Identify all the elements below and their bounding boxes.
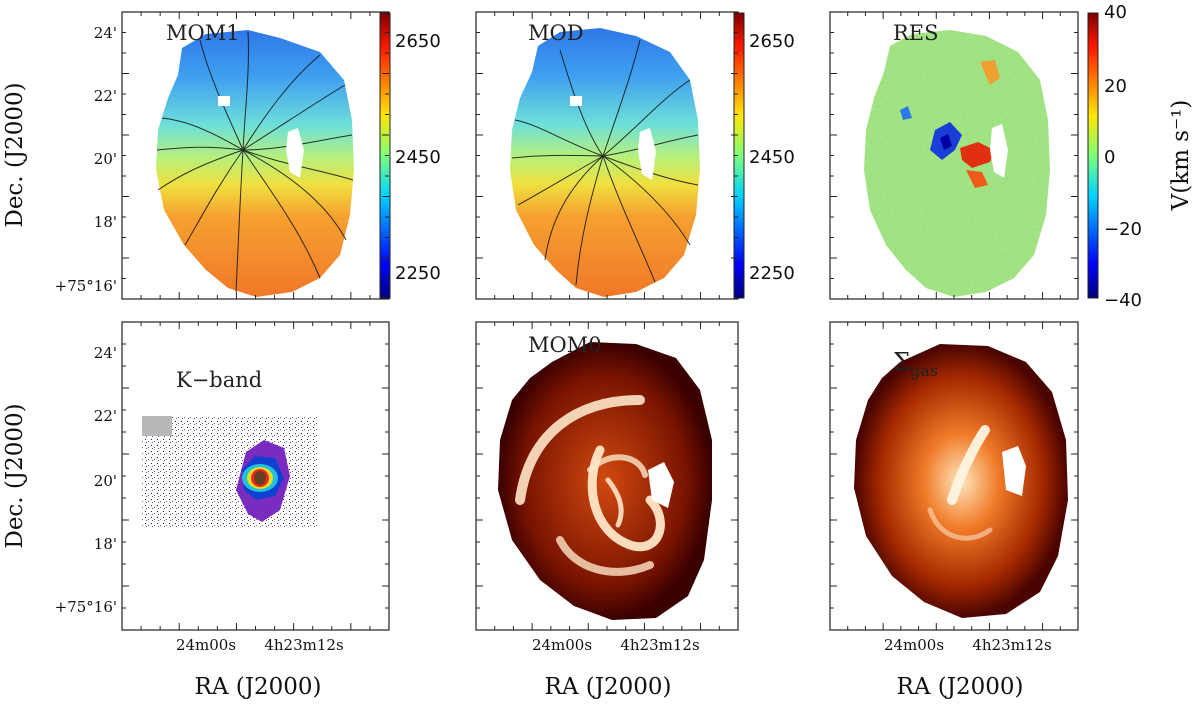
- panel-title-mom0: MOM0: [528, 333, 602, 357]
- xtick-p3-1: 4h23m12s: [972, 636, 1051, 654]
- xtick-p1-0: 24m00s: [176, 636, 236, 654]
- xtick-p3-0: 24m00s: [884, 636, 944, 654]
- mom1-velocity-field: [156, 30, 354, 297]
- ytick-r1-2: 20': [94, 150, 117, 168]
- cb-res-tick-2: 0: [1104, 147, 1115, 168]
- sigma-gas-bar: [927, 425, 993, 541]
- cb-mom1-tick-2: 2250: [395, 263, 441, 284]
- xtick-p2-0: 24m00s: [532, 636, 592, 654]
- panel-title-mom1: MOM1: [166, 21, 240, 45]
- ytick-r1-1: 22': [94, 87, 117, 105]
- res-residual-blobs: [900, 60, 1000, 188]
- colorbar-label: V(km s⁻¹): [1168, 100, 1194, 212]
- ylabel-row2: Dec. (J2000): [2, 403, 28, 548]
- mod-contours: [511, 39, 699, 286]
- ytick-r2-2: 20': [94, 472, 117, 490]
- x-ticks: 24m00s 4h23m12s 24m00s 4h23m12s 24m00s 4…: [176, 636, 1052, 654]
- panel-title-kband: K−band: [176, 368, 262, 392]
- panel-kband: K−band: [121, 321, 390, 631]
- panel-title-sigma-gas: Σgas: [893, 348, 938, 380]
- y-ticks-row2: 24' 22' 20' 18' +75°16': [55, 344, 117, 616]
- xlabel-col1: RA (J2000): [195, 674, 322, 700]
- ytick-r1-0: 24': [94, 24, 117, 42]
- ytick-r2-0: 24': [94, 344, 117, 362]
- cb-mom1-tick-0: 2650: [395, 31, 441, 52]
- colorbar-res: 40 20 0 −20 −40 V(km s⁻¹): [1087, 2, 1194, 311]
- mom0-spiral-arms: [515, 395, 665, 576]
- panel-title-res: RES: [893, 21, 939, 45]
- ytick-r2-3: 18': [94, 535, 117, 553]
- xlabel-col2: RA (J2000): [545, 674, 672, 700]
- xtick-p1-1: 4h23m12s: [264, 636, 343, 654]
- colorbar-mom1: 2650 2450 2250: [379, 12, 441, 299]
- mom0-intensity: [498, 342, 712, 620]
- ytick-r1-4: +75°16': [55, 277, 117, 295]
- cb-res-tick-4: −40: [1104, 290, 1142, 311]
- panel-title-mod: MOD: [528, 21, 584, 45]
- cb-res-tick-3: −20: [1104, 219, 1142, 240]
- xlabel-col3: RA (J2000): [897, 674, 1024, 700]
- ytick-r2-4: +75°16': [55, 598, 117, 616]
- kband-galaxy: [236, 440, 290, 522]
- cb-mod-tick-0: 2650: [749, 31, 795, 52]
- panel-sigma-gas: Σgas: [829, 321, 1079, 631]
- ylabel-row1: Dec. (J2000): [2, 82, 28, 227]
- ytick-r2-1: 22': [94, 407, 117, 425]
- cb-mom1-tick-1: 2450: [395, 147, 441, 168]
- cb-res-tick-1: 20: [1104, 76, 1127, 97]
- panel-mom1: MOM1: [121, 11, 390, 300]
- cb-res-tick-0: 40: [1104, 2, 1127, 23]
- ytick-r1-3: 18': [94, 213, 117, 231]
- cb-mod-tick-1: 2450: [749, 147, 795, 168]
- xtick-p2-1: 4h23m12s: [620, 636, 699, 654]
- panel-mod: MOD: [475, 11, 739, 300]
- panel-res: RES: [829, 11, 1079, 300]
- colorbar-mod: 2650 2450 2250: [733, 12, 795, 299]
- panel-mom0: MOM0: [475, 321, 739, 631]
- y-ticks-row1: 24' 22' 20' 18' +75°16': [55, 24, 117, 295]
- axis-tick-marks: [122, 12, 1078, 630]
- cb-mod-tick-2: 2250: [749, 263, 795, 284]
